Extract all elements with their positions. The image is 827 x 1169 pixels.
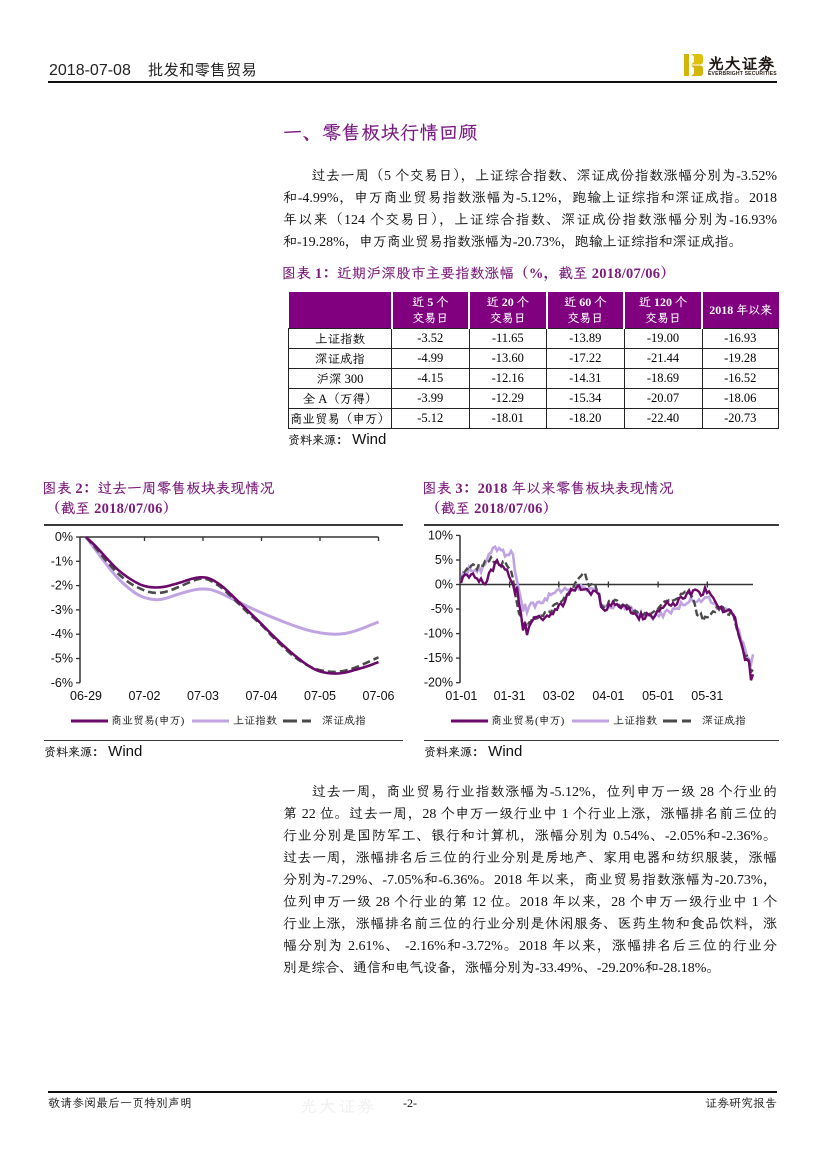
svg-text:-15%: -15% [424,651,453,665]
svg-text:-10%: -10% [424,627,453,641]
svg-text:01-31: 01-31 [494,689,526,703]
svg-text:-20%: -20% [424,676,453,690]
svg-text:10%: 10% [428,528,453,542]
svg-text:01-01: 01-01 [445,689,477,703]
svg-text:0%: 0% [55,530,73,544]
svg-text:-6%: -6% [51,676,73,690]
svg-text:05-01: 05-01 [642,689,674,703]
svg-text:07-02: 07-02 [129,689,161,703]
svg-text:07-06: 07-06 [363,689,395,703]
svg-text:07-03: 07-03 [187,689,219,703]
svg-text:06-29: 06-29 [70,689,102,703]
svg-text:-5%: -5% [51,652,73,666]
svg-text:-4%: -4% [51,627,73,641]
svg-text:0%: 0% [435,578,453,592]
svg-text:04-01: 04-01 [592,689,624,703]
svg-text:07-05: 07-05 [304,689,336,703]
svg-text:-1%: -1% [51,554,73,568]
svg-text:5%: 5% [435,553,453,567]
svg-text:05-31: 05-31 [691,689,723,703]
svg-text:07-04: 07-04 [246,689,278,703]
svg-text:03-02: 03-02 [543,689,575,703]
svg-text:-3%: -3% [51,603,73,617]
svg-text:-5%: -5% [431,602,453,616]
svg-text:-2%: -2% [51,579,73,593]
